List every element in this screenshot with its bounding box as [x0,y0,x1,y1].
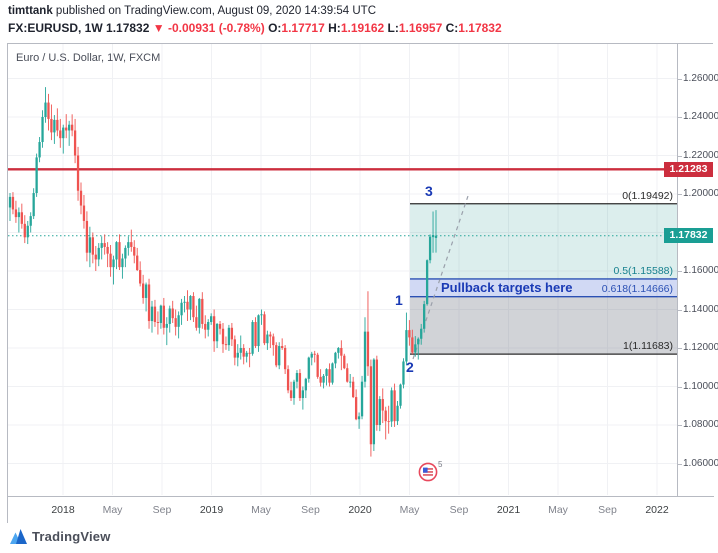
time-axis-label: May [548,504,568,516]
wave-label-2: 2 [406,359,414,375]
low-value: 1.16957 [398,21,443,35]
chart-title: Euro / U.S. Dollar, 1W, FXCM [16,52,161,64]
price-axis-tick [678,425,682,426]
time-axis[interactable]: 2018 May Sep 2019 May Sep 2020 May Sep 2021 May Sep… [8,496,714,523]
candlestick-plot[interactable]: Euro / U.S. Dollar, 1W, FXCM 1 2 3 Pullb… [8,44,678,496]
tradingview-logo-icon [10,529,27,544]
time-axis-label: Sep [449,504,469,516]
close-label: C: [445,21,459,35]
wave-label-1: 1 [395,292,403,308]
open-label: O: [268,21,282,35]
price-axis-tick [678,309,682,311]
wave-label-3: 3 [425,183,433,199]
time-axis-label: May [251,504,271,516]
events-count: 5 [438,460,443,469]
symbol-label: FX:EURUSD, 1W [8,21,103,35]
time-axis-label: May [102,504,123,516]
close-value: 1.17832 [458,21,502,35]
price-axis-tick [678,155,682,157]
time-axis-label: 2020 [348,504,372,516]
byline-text: published on TradingView.com, August 09,… [52,5,377,17]
fib-level-label-0: 0(1.19492) [622,189,673,202]
price-axis-label: 1.14000 [683,303,718,315]
price-axis-tick [678,386,682,388]
price-axis-label: 1.12000 [683,342,718,353]
fib-level-label-1: 1(1.11683) [622,340,673,353]
alert-price-badge: 1.21283 [664,161,713,177]
symbol-quote-row: FX:EURUSD, 1W 1.17832 ▼ -0.00931 (-0.78%… [8,21,502,35]
high-value: 1.19162 [340,21,385,35]
fib-level-label-0.618: 0.618(1.14666) [601,282,673,295]
price-axis-label: 1.26000 [683,72,718,84]
tradingview-brand-text: TradingView [32,529,111,544]
price-axis-tick [678,463,682,465]
pullback-targets-note: Pullback targets here [441,280,573,295]
last-price-value: 1.17832 [106,21,150,35]
time-axis-label: May [399,504,420,516]
price-axis-label: 1.08000 [683,419,718,430]
time-axis-label: Sep [301,504,320,516]
price-axis-label: 1.20000 [683,188,718,199]
tradingview-footer[interactable]: TradingView [10,529,111,544]
time-axis-label: 2021 [496,504,521,516]
time-axis-label: Sep [598,504,617,516]
publish-byline: timttank published on TradingView.com, A… [8,5,376,17]
time-axis-label: 2019 [199,504,224,516]
price-axis-label: 1.10000 [683,380,718,392]
price-axis-label: 1.06000 [683,457,718,469]
last-price-badge: 1.17832 [664,228,713,244]
chart-canvas[interactable] [8,44,677,495]
time-axis-label: Sep [152,504,172,516]
price-axis-label: 1.16000 [683,265,718,276]
fib-level-label-0.5: 0.5(1.15588) [613,264,673,277]
price-axis-tick [678,78,682,80]
price-axis-label: 1.24000 [683,111,718,122]
price-axis-label: 1.22000 [683,149,718,161]
low-label: L: [387,21,399,35]
price-axis-tick [678,271,682,272]
author-name: timttank [8,5,53,17]
chart-frame: Euro / U.S. Dollar, 1W, FXCM 1 2 3 Pullb… [7,43,718,523]
us-events-flag-icon[interactable]: 5 [418,460,442,487]
price-axis-tick [678,117,682,118]
change-value: -0.00931 (-0.78%) [167,21,265,35]
price-axis[interactable]: 1.26000 1.24000 1.22000 1.20000 1.16000 1.140… [678,44,718,496]
price-axis-tick [678,348,682,349]
time-axis-label: 2018 [51,504,75,516]
down-triangle-icon: ▼ [152,21,165,35]
high-label: H: [328,21,341,35]
price-axis-tick [678,194,682,195]
time-axis-label: 2022 [645,504,669,516]
open-value: 1.17717 [281,21,325,35]
